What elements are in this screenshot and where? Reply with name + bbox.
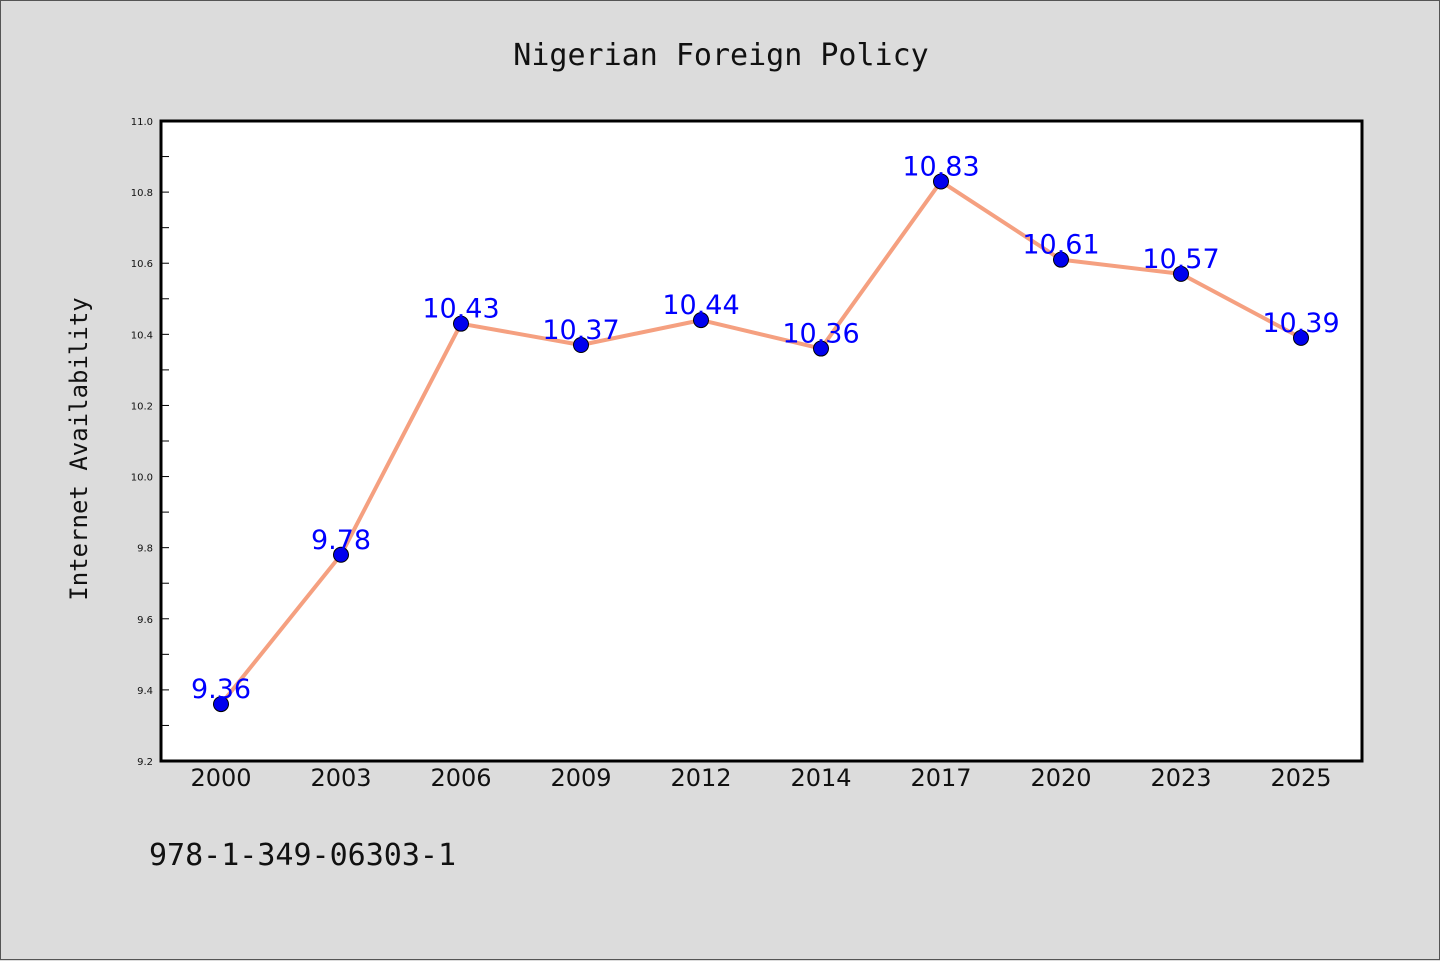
x-tick-label: 2025	[1270, 764, 1331, 792]
y-tick-label: 9.6	[137, 615, 153, 626]
data-point	[1293, 329, 1309, 346]
data-label: 10.57	[1142, 244, 1219, 275]
y-tick-label: 10.2	[131, 401, 153, 412]
x-tick-label: 2012	[670, 764, 731, 792]
series-layer: 9.36 9.78 10.43 10.37 10.44 10.36 10.83 10.61 10…	[191, 151, 1340, 713]
data-label: 10.36	[782, 319, 859, 350]
data-point	[693, 312, 709, 329]
x-tick-label: 2017	[910, 764, 971, 792]
x-tick-label: 2006	[430, 764, 491, 792]
plot-area	[159, 119, 1364, 763]
y-axis: 9.2 9.4 9.6 9.8 10.0 10.2 10.4 10.6 10.8 11.0	[131, 117, 169, 768]
x-tick-label: 2000	[190, 764, 251, 792]
data-point	[1173, 265, 1189, 282]
data-point	[1053, 251, 1069, 268]
y-tick-label: 9.8	[137, 544, 153, 555]
data-label: 9.78	[311, 525, 371, 556]
y-tick-label: 9.2	[137, 757, 153, 768]
data-point	[813, 340, 829, 357]
data-label: 10.43	[422, 294, 499, 325]
data-label: 10.83	[902, 151, 979, 182]
data-label: 10.61	[1022, 230, 1099, 261]
data-point	[213, 696, 229, 713]
data-label: 10.37	[542, 315, 619, 346]
data-label: 9.36	[191, 674, 251, 705]
y-tick-label: 9.4	[137, 686, 153, 697]
series-line	[219, 179, 1302, 706]
y-tick-label: 10.4	[131, 330, 153, 341]
data-point	[333, 546, 349, 563]
y-axis-label: Internet Availability	[65, 297, 93, 600]
y-tick-label: 10.6	[131, 259, 153, 270]
data-point	[453, 315, 469, 332]
x-tick-label: 2023	[1150, 764, 1211, 792]
y-tick-label: 10.0	[131, 473, 153, 484]
data-label: 10.44	[662, 290, 739, 321]
footer-isbn: 978-1-349-06303-1	[149, 838, 456, 873]
x-tick-label: 2020	[1030, 764, 1091, 792]
data-label: 10.39	[1262, 308, 1339, 339]
data-point	[573, 337, 589, 353]
x-tick-label: 2003	[310, 764, 371, 792]
y-tick-label: 11.0	[131, 117, 153, 128]
chart-title: Nigerian Foreign Policy	[513, 38, 928, 73]
y-tick-label: 10.8	[131, 188, 153, 199]
x-tick-label: 2014	[790, 764, 851, 792]
data-point	[933, 173, 949, 190]
x-tick-label: 2009	[550, 764, 611, 792]
x-axis: 2000 2003 2006 2009 2012 2014 2017 2020 2023 2025	[190, 764, 1331, 792]
